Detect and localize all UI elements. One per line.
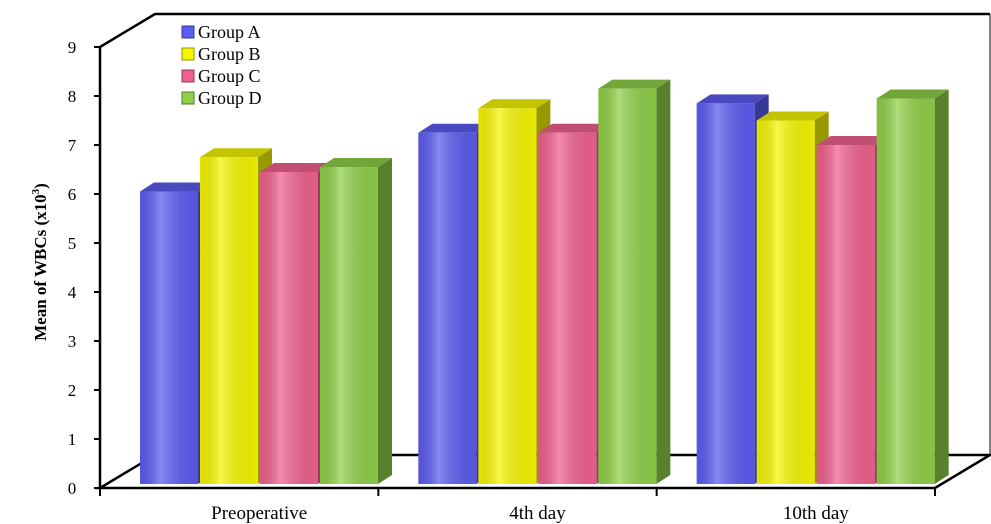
- legend-swatch: [181, 47, 195, 61]
- x-category-label: 10th day: [783, 503, 849, 524]
- bar-front-shine: [418, 132, 477, 484]
- legend-item: Group D: [181, 88, 262, 108]
- y-axis-label-sup: 3: [30, 188, 42, 194]
- bar-top: [260, 162, 332, 172]
- bar: [140, 182, 212, 485]
- y-axis-label-end: ): [31, 183, 50, 189]
- y-tick-label: 7: [68, 136, 77, 155]
- y-tick-label: 9: [68, 38, 77, 57]
- bar-front-shine: [598, 88, 657, 485]
- y-axis-label: Mean of WBCs (x103): [30, 183, 50, 341]
- legend-item: Group C: [181, 66, 261, 86]
- bar-front-shine: [756, 120, 815, 484]
- bar: [478, 99, 551, 484]
- y-tick-label: 8: [68, 87, 77, 106]
- bar-front-shine: [696, 103, 755, 484]
- bar: [696, 94, 769, 484]
- bar: [538, 123, 611, 484]
- legend-swatch: [181, 25, 195, 39]
- bar-top: [418, 123, 491, 133]
- y-tick-label: 4: [68, 283, 77, 302]
- bar-side: [934, 89, 949, 484]
- y-tick-label: 0: [68, 479, 77, 498]
- bar-front-shine: [538, 132, 597, 484]
- bar-top: [538, 123, 611, 133]
- bar-front-shine: [816, 145, 875, 484]
- y-tick-label: 2: [68, 381, 77, 400]
- bar: [756, 111, 829, 484]
- y-tick-label: 6: [68, 185, 77, 204]
- bar-side: [378, 158, 392, 485]
- y-tick-label: 1: [68, 430, 77, 449]
- y-tick-label: 5: [68, 234, 77, 253]
- legend-label: Group C: [198, 66, 261, 86]
- bar-top: [756, 111, 829, 121]
- legend-label: Group D: [198, 88, 262, 108]
- bar-top: [876, 89, 949, 99]
- bar-front-shine: [876, 98, 935, 484]
- legend-label: Group A: [198, 22, 261, 42]
- legend-item: Group A: [181, 22, 261, 42]
- bar: [320, 158, 392, 485]
- bar-front-shine: [478, 108, 537, 484]
- legend-swatch: [181, 91, 195, 105]
- x-category-label: 4th day: [509, 503, 566, 524]
- bar-front-shine: [140, 191, 198, 485]
- legend-item: Group B: [181, 44, 261, 64]
- bar: [816, 136, 889, 484]
- y-tick-label: 3: [68, 332, 77, 351]
- bar-top: [696, 94, 769, 104]
- bar-front-shine: [320, 167, 378, 485]
- bar: [876, 89, 949, 484]
- bar-front-shine: [200, 157, 258, 484]
- bar: [598, 79, 671, 485]
- bar-front-shine: [260, 171, 318, 484]
- bar-top: [816, 136, 889, 145]
- bar-side: [656, 79, 671, 485]
- bars: [140, 79, 949, 485]
- bar-top: [478, 99, 551, 109]
- x-axis-categories: Preoperative 4th day 10th day: [99, 488, 936, 524]
- legend-label: Group B: [198, 44, 261, 64]
- bar-top: [320, 158, 392, 168]
- bar-top: [140, 182, 212, 192]
- y-axis-ticks: 0 1 2 3 4 5 6 7 8 9: [68, 38, 100, 498]
- back-wall-edge: [98, 12, 990, 488]
- y-axis-label-main: Mean of WBCs (x10: [31, 194, 50, 341]
- x-category-label: Preoperative: [211, 503, 307, 524]
- legend-swatch: [181, 69, 195, 83]
- bar-top: [598, 79, 671, 89]
- bar-top: [200, 148, 272, 158]
